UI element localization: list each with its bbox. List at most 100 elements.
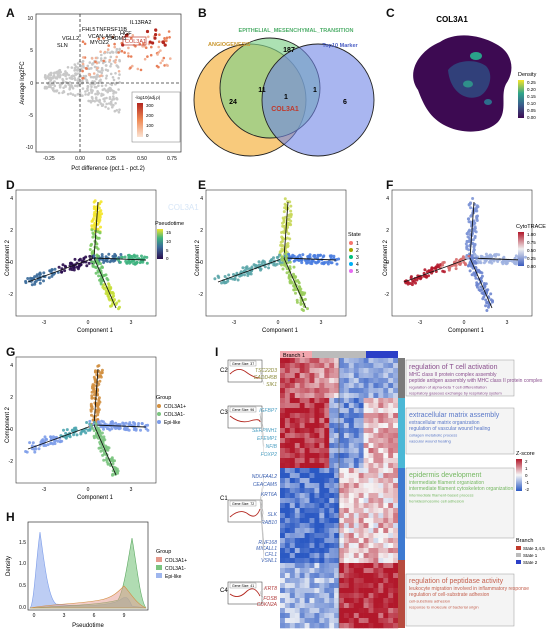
heatmap-cell — [329, 368, 335, 374]
heatmap-cell — [368, 438, 374, 444]
heatmap-cell — [314, 603, 320, 609]
data-point — [146, 55, 149, 58]
heatmap-cell — [329, 393, 335, 399]
heatmap-cell — [294, 428, 300, 434]
go-term: respiratory gaseous exchange by respirat… — [409, 391, 502, 396]
cell-point — [484, 258, 488, 262]
legend-swatch — [349, 255, 353, 259]
cell-point — [476, 205, 480, 209]
heatmap-cell — [363, 363, 369, 369]
heatmap-cell — [368, 388, 374, 394]
data-point — [131, 34, 135, 37]
heatmap-cell — [319, 403, 325, 409]
heatmap-cell — [299, 483, 305, 489]
heatmap-cell — [358, 603, 364, 609]
heatmap-cell — [348, 498, 354, 504]
y-tick-label: 4 — [386, 196, 389, 202]
go-term-box — [405, 407, 515, 455]
cell-point — [236, 278, 240, 282]
cell-point — [409, 276, 413, 280]
data-point — [107, 107, 110, 110]
cell-point — [113, 254, 117, 258]
heatmap-cell — [304, 613, 310, 619]
heatmap-cell — [334, 618, 340, 624]
cell-point — [459, 257, 463, 261]
heatmap-cell — [294, 413, 300, 419]
cell-point — [99, 262, 102, 266]
heatmap-cell — [363, 453, 369, 459]
heatmap-cell — [393, 593, 399, 599]
heatmap-cell — [383, 573, 389, 579]
cell-point — [38, 281, 42, 285]
gene-size-label: Gene Size: 41 — [232, 584, 254, 588]
heatmap-cell — [353, 508, 359, 514]
data-point — [154, 28, 158, 32]
cell-point — [46, 443, 50, 447]
cluster-trend-line — [229, 369, 261, 379]
heatmap-cell — [368, 588, 374, 594]
heatmap-cell — [378, 528, 384, 534]
heatmap-cell — [358, 463, 364, 469]
heatmap-cell — [314, 408, 320, 414]
data-point — [107, 102, 111, 105]
cell-point — [316, 253, 320, 257]
heatmap-cell — [363, 603, 369, 609]
heatmap-cell — [334, 523, 340, 529]
heatmap-cell — [284, 423, 291, 429]
y-tick-label: 0 — [30, 81, 33, 87]
heatmap-cell — [284, 378, 291, 384]
data-point — [165, 39, 168, 43]
y-tick-label: 0.0 — [19, 605, 26, 611]
heatmap-cell — [358, 623, 364, 629]
heatmap-cell — [309, 358, 315, 364]
heatmap-cell — [294, 448, 300, 454]
heatmap-cell — [363, 543, 369, 549]
heatmap-cell — [319, 383, 325, 389]
cell-point — [250, 265, 254, 269]
cell-point — [33, 450, 37, 454]
heatmap-cell — [304, 573, 310, 579]
heatmap-cell — [343, 528, 350, 534]
heatmap-cell — [358, 618, 364, 624]
gene-connector — [259, 371, 265, 378]
data-point — [168, 36, 171, 39]
go-term: intermediate filament-based process — [409, 492, 473, 497]
heatmap-cell — [378, 373, 384, 379]
data-point — [62, 73, 65, 77]
heatmap-cell — [339, 463, 345, 469]
heatmap-cell — [314, 608, 320, 614]
heatmap-cell — [343, 608, 350, 614]
cell-point — [100, 431, 104, 435]
heatmap-cell — [294, 608, 300, 614]
cell-point — [53, 267, 57, 271]
heatmap-cell — [353, 623, 359, 629]
heatmap-cell — [363, 498, 369, 504]
cell-point — [253, 263, 257, 267]
heatmap-cell — [304, 558, 310, 564]
heatmap-cell — [348, 543, 354, 549]
heatmap-cell — [284, 623, 291, 629]
cell-point — [133, 255, 137, 259]
cell-point — [226, 279, 230, 283]
data-point — [81, 59, 85, 63]
heatmap-cell — [353, 488, 359, 494]
heatmap-cell — [324, 598, 330, 604]
heatmap-cell — [334, 543, 340, 549]
cell-point — [94, 271, 98, 275]
cell-point — [90, 242, 93, 246]
heatmap-cell — [289, 578, 295, 584]
heatmap-cell — [393, 608, 399, 614]
cluster-strip — [398, 468, 405, 560]
heatmap-cell — [334, 358, 340, 364]
cell-point — [285, 236, 289, 240]
heatmap-cell — [343, 373, 350, 379]
cell-point — [145, 255, 149, 259]
cell-point — [50, 274, 54, 278]
heatmap-cell — [339, 433, 345, 439]
heatmap-cell — [319, 593, 325, 599]
heatmap-cell — [324, 463, 330, 469]
data-point — [69, 77, 73, 80]
cell-point — [292, 284, 296, 288]
gene-watermark: COL3A1 — [168, 203, 199, 212]
